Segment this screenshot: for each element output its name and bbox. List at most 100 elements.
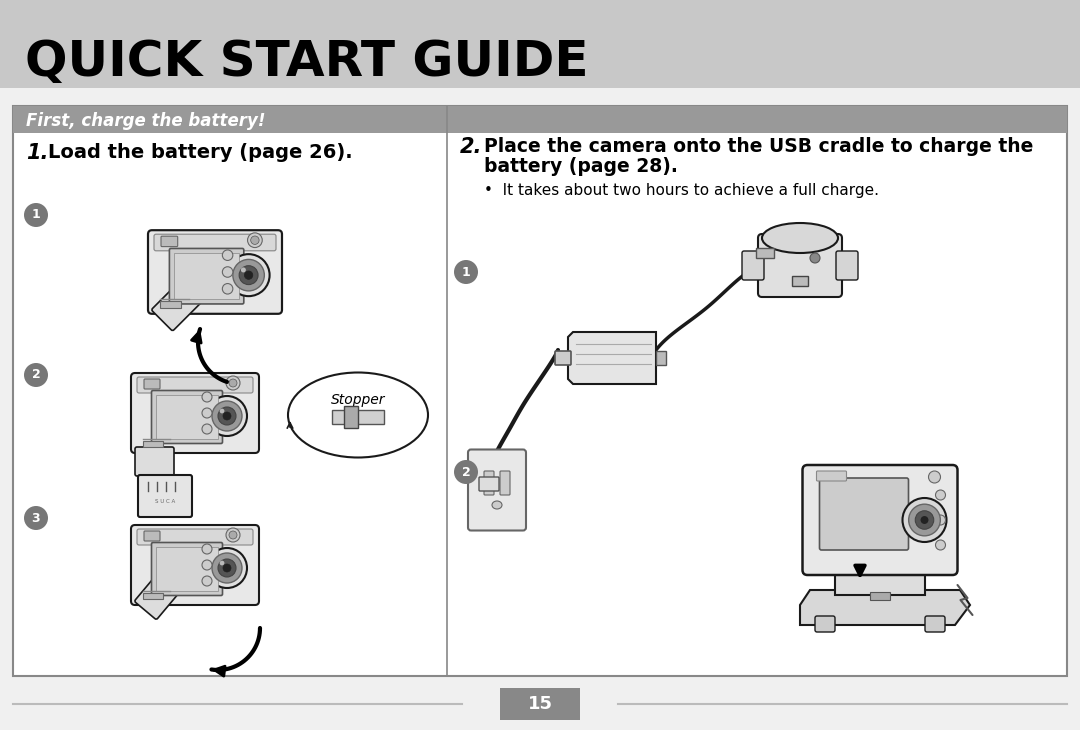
Circle shape [202,544,212,554]
FancyBboxPatch shape [480,477,499,491]
FancyBboxPatch shape [131,373,259,453]
Text: 2: 2 [461,466,471,478]
FancyBboxPatch shape [802,465,958,575]
Ellipse shape [288,372,428,458]
Circle shape [222,564,231,572]
FancyBboxPatch shape [156,395,218,439]
Text: 1: 1 [461,266,471,279]
FancyBboxPatch shape [174,253,240,299]
Text: 1: 1 [31,209,40,221]
Circle shape [241,267,246,272]
Text: 15: 15 [527,695,553,713]
FancyBboxPatch shape [170,248,244,304]
Polygon shape [800,590,970,625]
FancyBboxPatch shape [820,478,908,550]
FancyBboxPatch shape [835,570,924,595]
FancyBboxPatch shape [151,391,222,444]
FancyBboxPatch shape [13,106,1067,676]
Ellipse shape [492,501,502,509]
Polygon shape [568,332,656,384]
Circle shape [929,471,941,483]
Circle shape [908,504,941,536]
Circle shape [24,506,48,530]
Text: First, charge the battery!: First, charge the battery! [26,112,266,130]
Circle shape [244,271,253,280]
Circle shape [218,559,237,577]
Circle shape [251,236,259,245]
FancyBboxPatch shape [332,410,384,424]
FancyBboxPatch shape [484,471,494,495]
FancyBboxPatch shape [792,276,808,286]
Text: Stopper: Stopper [330,393,386,407]
FancyBboxPatch shape [148,230,282,314]
Circle shape [222,250,233,261]
Circle shape [219,561,225,566]
FancyBboxPatch shape [0,88,1080,106]
Circle shape [222,266,233,277]
FancyBboxPatch shape [656,351,666,365]
FancyBboxPatch shape [468,450,526,531]
Circle shape [24,363,48,387]
FancyBboxPatch shape [138,475,192,517]
Circle shape [24,203,48,227]
Circle shape [222,412,231,420]
FancyBboxPatch shape [758,234,842,297]
Circle shape [935,540,945,550]
Circle shape [202,576,212,586]
FancyBboxPatch shape [500,471,510,495]
Circle shape [202,392,212,402]
Circle shape [454,260,478,284]
FancyBboxPatch shape [160,301,181,307]
FancyBboxPatch shape [0,0,1080,88]
FancyBboxPatch shape [815,616,835,632]
Text: 3: 3 [31,512,40,524]
Circle shape [935,515,945,525]
Circle shape [228,254,270,296]
Text: •  It takes about two hours to achieve a full charge.: • It takes about two hours to achieve a … [484,182,879,198]
FancyBboxPatch shape [137,377,253,393]
FancyBboxPatch shape [154,234,276,251]
Circle shape [212,553,242,583]
Circle shape [212,401,242,431]
Circle shape [239,266,258,285]
FancyBboxPatch shape [345,406,357,428]
Circle shape [202,560,212,570]
FancyBboxPatch shape [870,592,890,600]
FancyBboxPatch shape [156,547,218,591]
FancyBboxPatch shape [137,529,253,545]
Circle shape [247,233,262,247]
FancyBboxPatch shape [144,531,160,541]
Text: battery (page 28).: battery (page 28). [484,156,678,175]
FancyBboxPatch shape [143,593,163,599]
Circle shape [233,259,265,291]
Circle shape [915,511,934,529]
Text: QUICK START GUIDE: QUICK START GUIDE [25,38,589,86]
FancyBboxPatch shape [143,441,163,447]
Circle shape [207,548,247,588]
FancyBboxPatch shape [13,106,1067,133]
Text: 1.: 1. [26,143,49,163]
Text: 2: 2 [31,369,40,382]
Circle shape [207,396,247,436]
Circle shape [222,283,233,294]
Text: S U C A: S U C A [154,499,175,504]
FancyBboxPatch shape [135,447,174,476]
FancyBboxPatch shape [836,251,858,280]
FancyBboxPatch shape [144,379,160,389]
Text: 2.: 2. [460,137,483,157]
Circle shape [219,409,225,413]
Circle shape [903,498,946,542]
FancyBboxPatch shape [151,542,222,596]
Circle shape [229,531,237,539]
Circle shape [218,407,237,425]
Circle shape [935,490,945,500]
FancyBboxPatch shape [816,471,847,481]
FancyBboxPatch shape [924,616,945,632]
Text: Place the camera onto the USB cradle to charge the: Place the camera onto the USB cradle to … [484,137,1034,156]
Circle shape [202,424,212,434]
Circle shape [454,460,478,484]
Text: Load the battery (page 26).: Load the battery (page 26). [48,144,353,163]
Circle shape [810,253,820,263]
FancyBboxPatch shape [161,237,178,247]
FancyBboxPatch shape [742,251,764,280]
